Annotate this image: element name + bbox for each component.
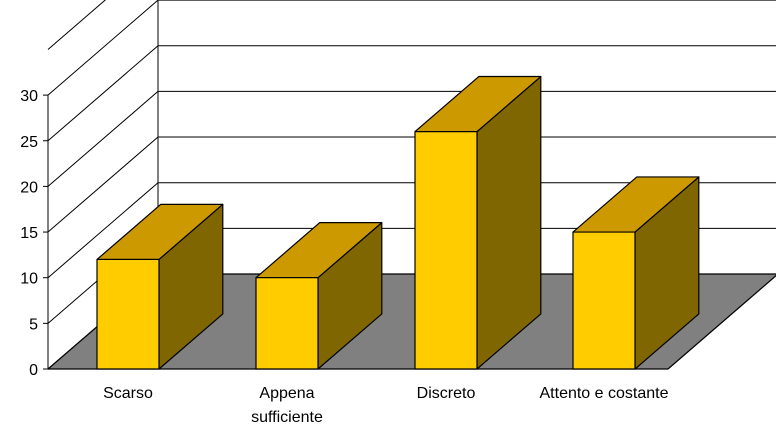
bar-front-face (255, 277, 319, 370)
bars (96, 75, 700, 370)
gridline (47, 0, 107, 50)
bar (255, 222, 383, 370)
y-tick-label: 0 (29, 362, 38, 379)
bar (96, 203, 224, 370)
gridline (47, 45, 776, 142)
y-tick-label: 15 (20, 225, 38, 242)
y-axis: 0 5 10 15 20 25 30 (20, 88, 49, 379)
y-tick-label: 10 (20, 271, 38, 288)
category-label: Scarso (103, 385, 153, 402)
gridline (47, 90, 776, 187)
y-tick-label: 20 (20, 179, 38, 196)
gridline (47, 0, 776, 96)
category-label: Discreto (417, 385, 476, 402)
bar (572, 176, 700, 370)
y-tick-label: 5 (29, 316, 38, 333)
category-labels: Scarso Appena sufficiente Discreto Attento e… (103, 385, 668, 426)
gridlines (47, 0, 776, 370)
category-label: Appena sufficiente (251, 385, 323, 426)
y-tick-label: 25 (20, 134, 38, 151)
y-tick-label: 30 (20, 88, 38, 105)
category-label: Attento e costante (540, 385, 669, 402)
bar-front-face (572, 231, 636, 370)
bar-front-face (414, 131, 478, 370)
bar-front-face (96, 258, 160, 370)
bar (414, 75, 542, 370)
